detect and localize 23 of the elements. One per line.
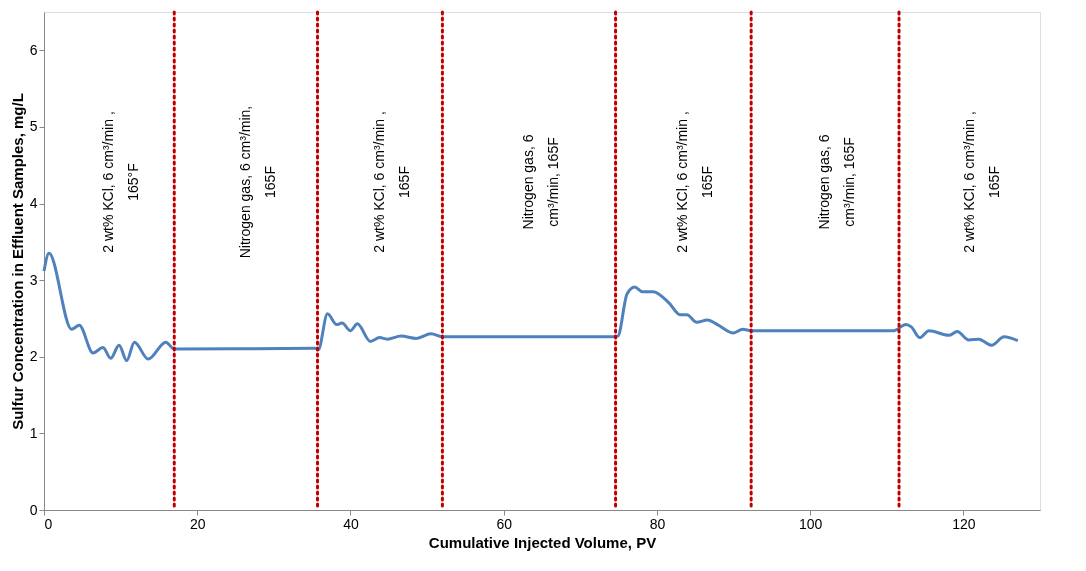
y-tick-label: 2 <box>29 348 38 365</box>
annotation: Nitrogen gas, 6 cm³/min, 165F <box>816 134 858 230</box>
annotation: Nitrogen gas, 6 cm³/min, 165F <box>236 105 278 259</box>
y-tick-label: 0 <box>29 501 38 518</box>
x-tick-label: 120 <box>952 515 976 532</box>
y-tick-label: 5 <box>29 118 38 135</box>
annotation: 2 wt% KCl, 6 cm³/min , 165F <box>674 111 716 253</box>
x-tick-label: 20 <box>189 515 206 532</box>
annotation: 2 wt% KCl, 6 cm³/min , 165F <box>960 111 1002 253</box>
y-tick-label: 3 <box>29 271 38 288</box>
x-tick-label: 80 <box>649 515 666 532</box>
y-tick-label: 4 <box>29 195 38 212</box>
y-tick-label: 6 <box>29 41 38 58</box>
x-axis-title: Cumulative Injected Volume, PV <box>428 533 657 551</box>
y-tick-label: 1 <box>29 424 38 441</box>
annotation: 2 wt% KCl, 6 cm³/min , 165°F <box>100 111 142 253</box>
annotation: Nitrogen gas, 6 cm³/min, 165F <box>519 134 561 230</box>
x-tick-label: 100 <box>798 515 823 532</box>
x-tick-label: 60 <box>496 515 513 532</box>
x-tick-label: 0 <box>44 515 53 532</box>
y-axis-title: Sulfur Concentration in Effluent Samples, mg/L <box>8 93 26 430</box>
annotation: 2 wt% KCl, 6 cm³/min , 165F <box>370 111 412 253</box>
x-tick-label: 40 <box>343 515 359 532</box>
